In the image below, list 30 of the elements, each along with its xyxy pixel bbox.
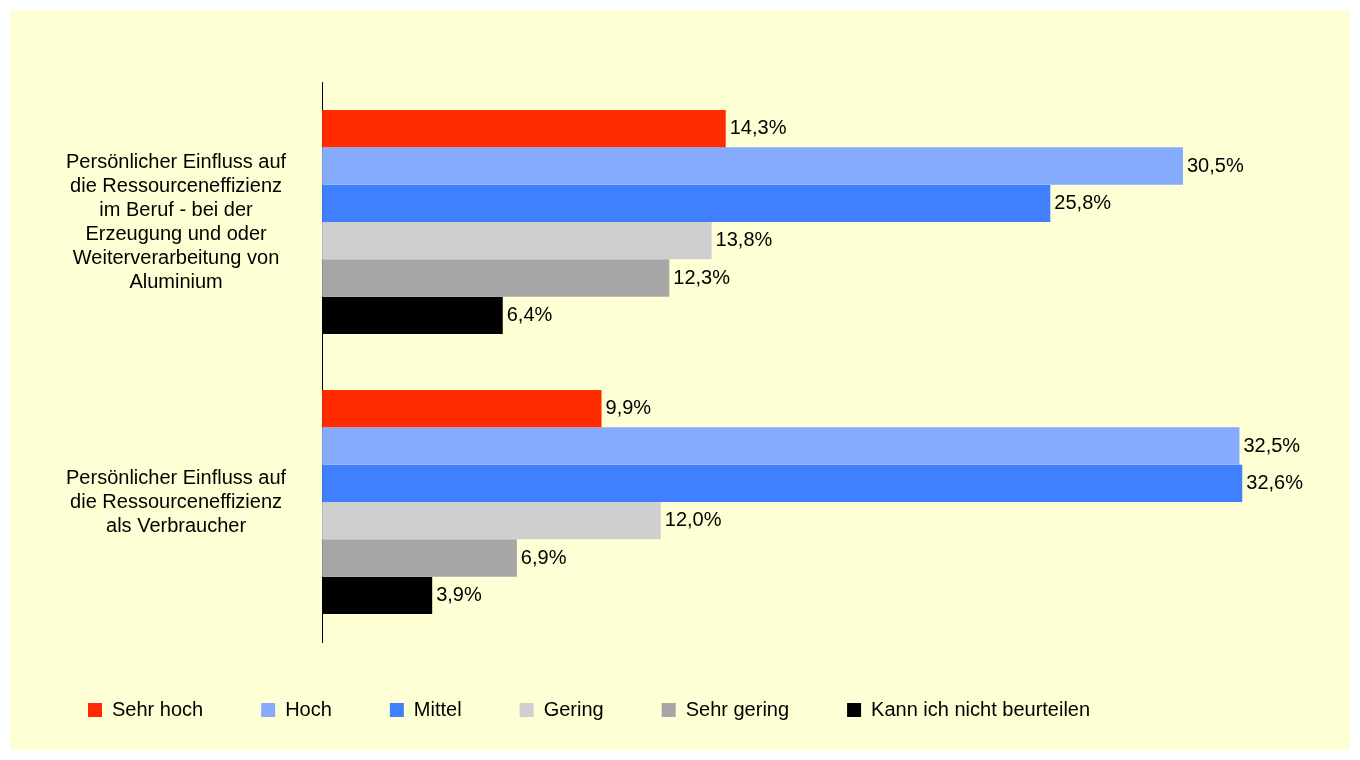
data-label: 12,0% bbox=[664, 508, 722, 531]
data-label: 6,4% bbox=[506, 302, 553, 325]
data-label: 30,5% bbox=[1186, 153, 1244, 176]
bar bbox=[322, 464, 1243, 502]
data-label: 9,9% bbox=[605, 396, 652, 419]
bar bbox=[322, 184, 1051, 222]
bar bbox=[322, 259, 670, 297]
data-label: 25,8% bbox=[1054, 190, 1112, 213]
data-label: 14,3% bbox=[729, 116, 787, 139]
data-label: 32,5% bbox=[1243, 433, 1301, 456]
data-label: 3,9% bbox=[436, 582, 482, 605]
legend-label: Hoch bbox=[285, 697, 332, 720]
bar bbox=[322, 502, 661, 540]
bar bbox=[322, 539, 517, 577]
data-label: 6,9% bbox=[520, 545, 567, 568]
legend-label: Mittel bbox=[413, 697, 462, 720]
bar bbox=[322, 427, 1240, 465]
bar bbox=[322, 147, 1183, 185]
legend-label: Kann ich nicht beurteilen bbox=[871, 697, 1091, 720]
y-tick-label: Persönlicher Einfluss auf die Ressourceneffizienz im Beruf - bei der Erzeugung und oder Weiterverarbeitung von Aluminium bbox=[66, 149, 287, 292]
bar bbox=[322, 110, 726, 148]
data-label: 12,3% bbox=[673, 265, 731, 288]
bar bbox=[322, 222, 712, 260]
y-tick-label: Persönlicher Einfluss auf die Ressourceneffizienz als Verbraucher bbox=[66, 465, 287, 536]
data-label: 32,6% bbox=[1246, 470, 1304, 493]
bar bbox=[322, 390, 602, 428]
legend-label: Sehr hoch bbox=[112, 697, 204, 720]
legend-label: Gering bbox=[543, 697, 604, 720]
legend-label: Sehr gering bbox=[685, 697, 790, 720]
data-label: 13,8% bbox=[715, 228, 773, 251]
